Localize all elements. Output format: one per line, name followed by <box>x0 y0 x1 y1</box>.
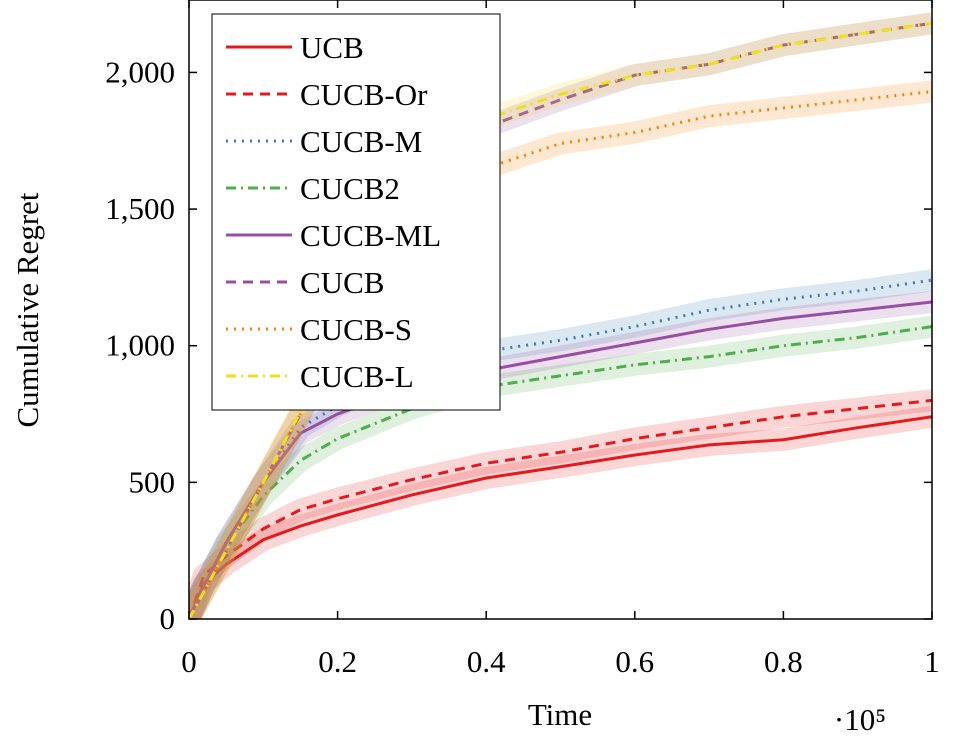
legend-label: CUCB2 <box>300 171 400 206</box>
legend-label: CUCB-ML <box>300 218 441 253</box>
legend-label: CUCB-Or <box>300 77 428 112</box>
x-tick-label: 0 <box>181 644 197 679</box>
series-band <box>189 389 932 619</box>
x-tick-label: 1 <box>924 644 940 679</box>
x-tick-label: 0.6 <box>615 644 654 679</box>
series-line <box>189 21 932 619</box>
x-axis-label: Time <box>528 697 592 732</box>
x-tick-label: 0.2 <box>318 644 357 679</box>
legend-label: CUCB-S <box>300 312 412 347</box>
y-tick-label: 1,500 <box>105 191 175 226</box>
y-tick-label: 500 <box>129 464 176 499</box>
y-axis-label: Cumulative Regret <box>10 192 45 427</box>
x-multiplier: ·10⁵ <box>834 702 886 737</box>
legend: UCB CUCB-Or CUCB-M CUCB2 CUCB-ML CUCB CUCB-S CU… <box>211 13 501 411</box>
y-tick-label: 0 <box>160 601 176 636</box>
y-tick-label: 1,000 <box>105 328 175 363</box>
plot-frame <box>188 0 933 620</box>
legend-label: UCB <box>300 30 364 65</box>
legend-box <box>211 13 501 411</box>
legend-label: CUCB-L <box>300 359 414 394</box>
x-tick-label: 0.8 <box>764 644 803 679</box>
x-tick-label: 0.4 <box>467 644 506 679</box>
y-tick-label: 2,000 <box>105 54 175 89</box>
legend-label: CUCB-M <box>300 124 422 159</box>
legend-label: CUCB <box>300 265 384 300</box>
series-line <box>189 415 932 619</box>
